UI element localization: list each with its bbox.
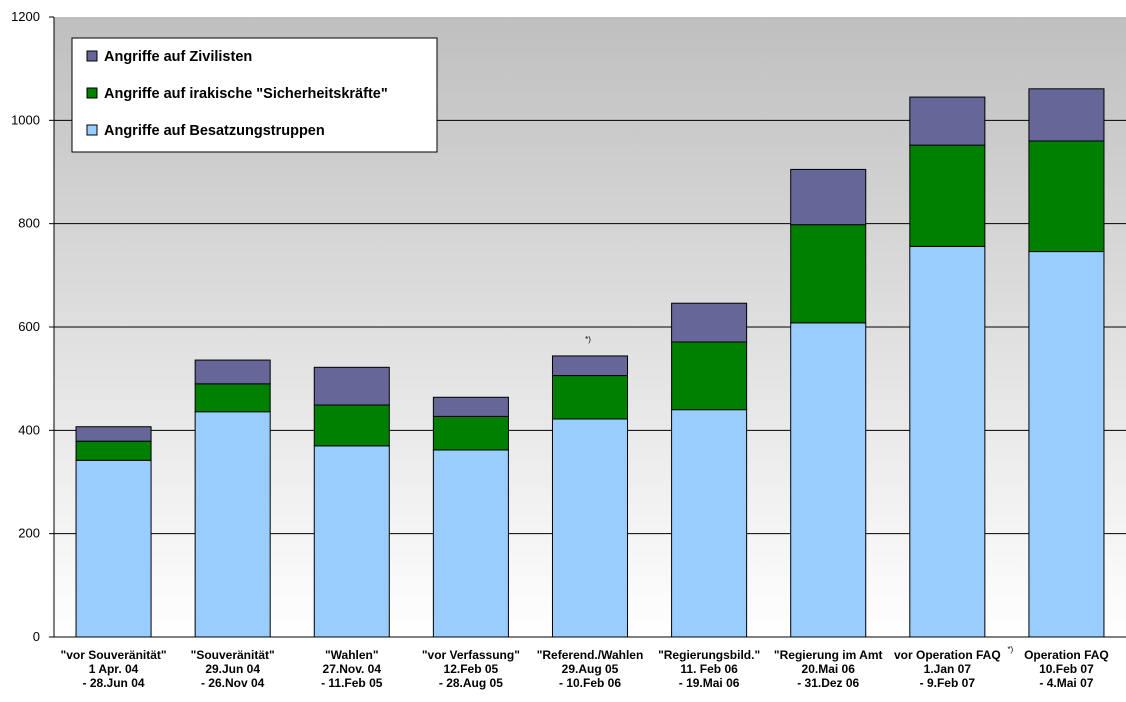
legend-box	[71, 37, 438, 153]
bar-segment-series0-cat4	[551, 418, 629, 638]
legend-swatch	[86, 87, 98, 99]
x-category-label: 20.Mai 06	[802, 662, 856, 676]
bar-segment-series2-cat6	[790, 168, 867, 226]
bar-segment-series2-cat8	[1028, 88, 1105, 142]
x-category-label: "vor Souveränität"	[61, 648, 167, 662]
bar-segment-series2-cat7	[909, 96, 986, 146]
x-category-label: 10.Feb 07	[1039, 662, 1094, 676]
y-tick-label: 400	[18, 422, 40, 437]
y-tick-label: 200	[18, 526, 40, 541]
bar-segment-series0-cat0	[75, 459, 152, 638]
y-tick-label: 600	[18, 319, 40, 334]
bar-segment-series0-cat7	[909, 245, 986, 638]
x-category-label: - 26.Nov 04	[201, 676, 265, 690]
bars: *)	[75, 88, 1105, 638]
legend: Angriffe auf Zivilisten Angriffe auf irak…	[71, 37, 438, 153]
bar-segment-series0-cat3	[432, 449, 509, 638]
bar-segment-series2-cat4	[551, 355, 629, 377]
legend-entry: Angriffe auf irakische "Sicherheitskräft…	[104, 86, 388, 102]
bar-segment-series1-cat4	[551, 375, 629, 420]
x-category-label: - 19.Mai 06	[679, 676, 740, 690]
x-category-label: "vor Verfassung"	[422, 648, 520, 662]
x-category-label: - 31.Dez 06	[797, 676, 859, 690]
legend-entry: Angriffe auf Besatzungstruppen	[104, 123, 325, 139]
bar-segment-series1-cat1	[194, 383, 271, 413]
legend-swatch	[86, 124, 98, 136]
footnote-mark-bar: *)	[585, 335, 591, 344]
bar-segment-series0-cat5	[671, 409, 748, 638]
bar-segment-series1-cat0	[75, 440, 152, 461]
y-tick-label: 800	[18, 216, 40, 231]
bar-segment-series2-cat1	[194, 359, 271, 385]
y-axis-tick-labels: 0 200 400 600 800 1000 1200	[11, 9, 40, 644]
y-tick-label: 1200	[11, 9, 40, 24]
x-category-label: 27.Nov. 04	[323, 662, 382, 676]
x-category-label: Operation FAQ	[1024, 648, 1109, 662]
footnote-mark-label: *)	[1007, 645, 1013, 654]
x-category-label: 29.Jun 04	[205, 662, 260, 676]
x-category-label: "Wahlen"	[325, 648, 379, 662]
y-tick-label: 0	[33, 629, 40, 644]
x-category-label: - 11.Feb 05	[321, 676, 383, 690]
x-category-label: - 28.Aug 05	[439, 676, 503, 690]
legend-swatch	[86, 50, 98, 62]
bar-segment-series2-cat5	[671, 302, 748, 343]
bar-segment-series2-cat3	[432, 396, 509, 417]
x-category-label: "Regierung im Amt	[774, 648, 883, 662]
x-category-label: 29.Aug 05	[562, 662, 619, 676]
x-category-label: "Referend./Wahlen	[537, 648, 644, 662]
x-category-label: - 4.Mai 07	[1039, 676, 1093, 690]
bar-segment-series0-cat1	[194, 411, 271, 638]
y-tick-label: 1000	[11, 112, 40, 127]
bar-segment-series0-cat2	[313, 445, 390, 638]
bar-segment-series0-cat8	[1028, 251, 1105, 638]
bar-segment-series1-cat5	[671, 341, 748, 411]
x-category-label: "Souveränität"	[191, 648, 275, 662]
x-category-label: vor Operation FAQ	[894, 648, 1001, 662]
x-category-label: - 28.Jun 04	[83, 676, 145, 690]
bar-segment-series1-cat3	[432, 415, 509, 451]
legend-entry: Angriffe auf Zivilisten	[104, 49, 252, 65]
bar-segment-series1-cat8	[1028, 140, 1105, 253]
x-category-label: 11. Feb 06	[680, 662, 738, 676]
x-category-label: 1 Apr. 04	[89, 662, 139, 676]
bar-segment-series1-cat7	[909, 144, 986, 247]
x-category-label: "Regierungsbild."	[658, 648, 760, 662]
x-category-label: 12.Feb 05	[444, 662, 499, 676]
x-category-label: - 9.Feb 07	[920, 676, 976, 690]
bar-segment-series1-cat6	[790, 224, 867, 324]
axes	[49, 16, 1126, 638]
x-axis-category-labels: "vor Souveränität"1 Apr. 04- 28.Jun 04 "S…	[61, 645, 1109, 690]
bar-segment-series0-cat6	[790, 322, 867, 638]
x-category-label: - 10.Feb 06	[559, 676, 621, 690]
x-category-label: 1.Jan 07	[924, 662, 972, 676]
bar-segment-series2-cat2	[313, 366, 390, 406]
bar-segment-series2-cat0	[75, 426, 152, 442]
bar-segment-series1-cat2	[313, 404, 390, 447]
